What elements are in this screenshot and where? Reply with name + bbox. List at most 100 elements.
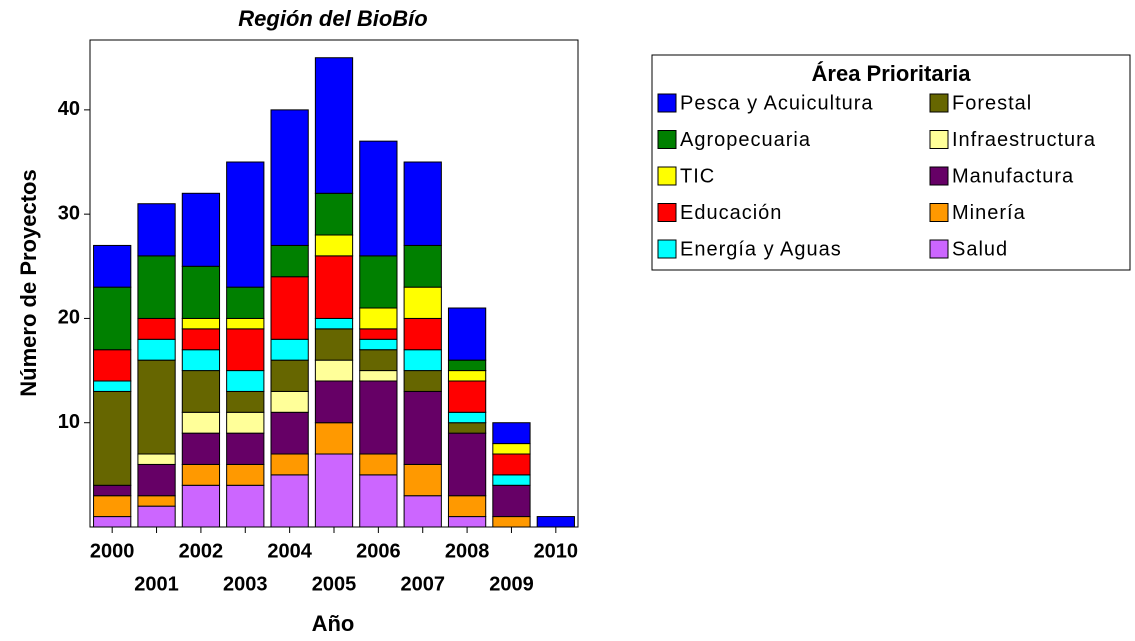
legend-box [651, 54, 1131, 271]
legend-label: Salud [952, 238, 1008, 260]
bar-segment [359, 370, 398, 382]
bar-segment [137, 317, 176, 340]
chart-title: Región del BioBío [238, 6, 427, 31]
bar-segment [181, 265, 221, 319]
bar-segment [403, 161, 442, 246]
bar-segment [403, 286, 442, 319]
x-tick-label: 2002 [179, 540, 224, 562]
bar-segment [270, 390, 309, 413]
bar-segment [447, 422, 487, 434]
bar-segment [137, 505, 176, 528]
bar-segment [359, 380, 398, 455]
legend-swatch [929, 166, 949, 186]
bar-segment [314, 328, 354, 361]
bar-segment [181, 432, 221, 465]
bar-segment [93, 484, 132, 497]
bar-segment [226, 370, 265, 392]
bar-segment [359, 338, 398, 351]
bar-segment [137, 203, 176, 257]
x-tick-label: 2010 [534, 540, 579, 562]
legend-label: Agropecuaria [680, 129, 811, 151]
legend-label: Forestal [952, 92, 1032, 114]
legend-swatch [657, 166, 677, 186]
bar-segment [447, 359, 487, 372]
legend-swatch [657, 93, 677, 113]
bar-segment [226, 411, 265, 434]
legend-label: Educación [680, 202, 782, 224]
bar-segment [137, 453, 176, 465]
bar-segment [270, 453, 309, 476]
x-tick-label: 2001 [134, 573, 179, 595]
legend-label: Pesca y Acuicultura [680, 92, 874, 114]
bar-segment [492, 516, 531, 528]
legend-swatch [657, 239, 677, 259]
bar-segment [447, 495, 487, 518]
x-axis-label: Año [312, 611, 355, 636]
bar-segment [314, 380, 354, 424]
bar-segment [137, 338, 176, 361]
bar-segment [181, 370, 221, 413]
legend-swatch [929, 93, 949, 113]
legend-title: Área Prioritaria [812, 61, 972, 86]
bar-segment [226, 390, 265, 413]
bar-segment [226, 317, 265, 330]
bar-segment [359, 474, 398, 528]
bar-segment [359, 328, 398, 340]
bar-segment [226, 286, 265, 319]
bar-segment [359, 453, 398, 476]
legend-label: TIC [680, 165, 715, 187]
bar-segment [314, 453, 354, 528]
bar-segment [181, 411, 221, 434]
bar-segment [181, 484, 221, 528]
bar-segment [93, 244, 132, 288]
bar-segment [226, 328, 265, 372]
bar-segment [403, 463, 442, 497]
bar-segment [270, 109, 309, 246]
bar-segment [447, 411, 487, 424]
x-tick-label: 2005 [312, 573, 357, 595]
bar-segment [137, 255, 176, 319]
bar-segment [359, 307, 398, 330]
legend-label: Energía y Aguas [680, 238, 842, 260]
bar-segment [270, 411, 309, 455]
bar-segment [403, 317, 442, 351]
y-tick-label: 20 [58, 307, 80, 329]
bar-segment [447, 432, 487, 497]
bar-segment [492, 474, 531, 486]
bar-segment [270, 244, 309, 278]
bar-segment [403, 370, 442, 392]
bar-segment [314, 359, 354, 382]
bar-segment [226, 484, 265, 528]
bar-segment [403, 390, 442, 465]
bar-segment [137, 359, 176, 455]
bar-segment [270, 359, 309, 392]
bar-segment [314, 255, 354, 319]
x-tick-label: 2000 [90, 540, 135, 562]
x-tick-label: 2009 [489, 573, 534, 595]
bar-segment [226, 432, 265, 465]
y-tick-label: 30 [58, 202, 80, 224]
x-tick-label: 2004 [267, 540, 312, 562]
y-axis-label: Número de Proyectos [16, 169, 41, 396]
bar-segment [359, 349, 398, 372]
bar-segment [181, 328, 221, 351]
bar-segment [403, 495, 442, 528]
bar-segment [93, 349, 132, 382]
bar-segment [93, 516, 132, 528]
x-tick-label: 2008 [445, 540, 490, 562]
bar-segment [447, 380, 487, 413]
bar-segment [181, 317, 221, 330]
x-tick-label: 2003 [223, 573, 268, 595]
bar-segment [403, 349, 442, 372]
bar-segment [226, 161, 265, 288]
bar-segment [314, 317, 354, 330]
bar-segment [270, 338, 309, 361]
bar-segment [492, 484, 531, 518]
legend-swatch [929, 203, 949, 222]
bar-segment [536, 516, 575, 528]
legend-swatch [657, 130, 677, 149]
bar-segment [403, 244, 442, 288]
legend-swatch [929, 239, 949, 259]
legend-swatch [929, 130, 949, 149]
